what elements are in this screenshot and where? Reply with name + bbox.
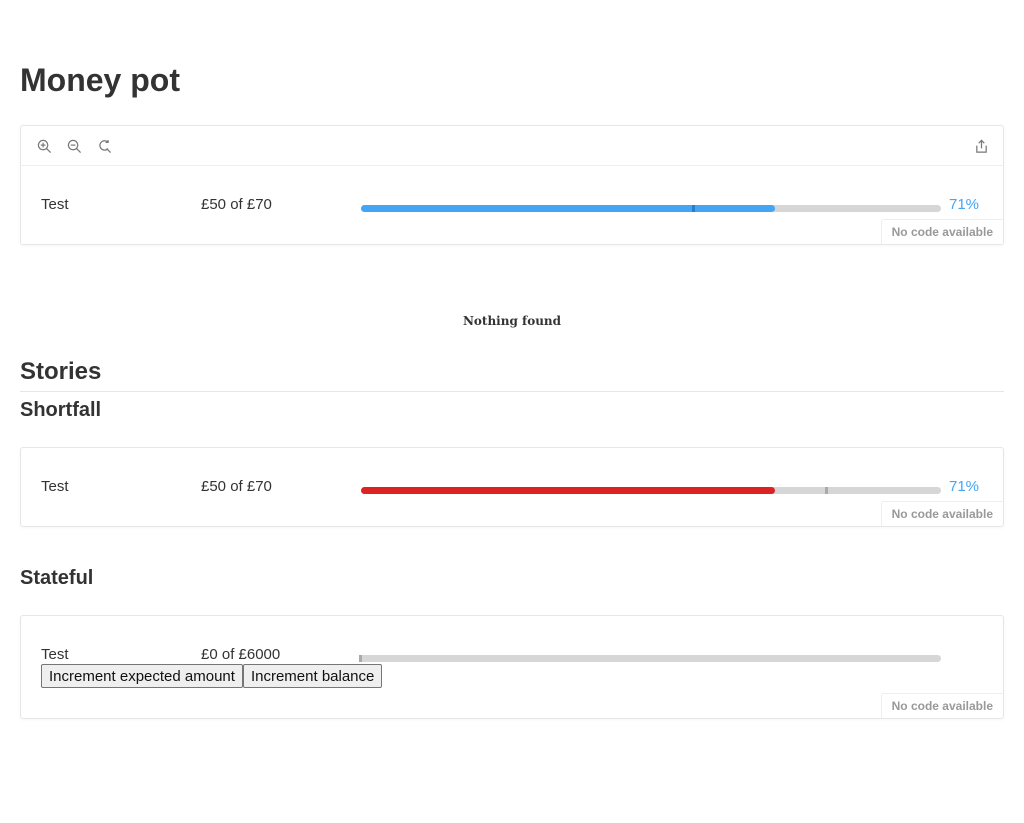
progress-fill	[361, 487, 776, 494]
pot-percent: 71%	[949, 196, 980, 213]
no-code-tag[interactable]: No code available	[880, 219, 1003, 244]
shortfall-heading: Shortfall	[20, 399, 102, 421]
progress-bar	[361, 205, 941, 212]
share-icon[interactable]	[973, 138, 989, 154]
zoom-out-icon[interactable]	[66, 138, 82, 154]
no-code-tag[interactable]: No code available	[880, 501, 1003, 526]
reset-zoom-icon[interactable]	[96, 138, 112, 154]
preview-toolbar	[21, 126, 1003, 166]
pot-label: Test	[41, 478, 69, 495]
preview-panel: Test £50 of £70 71% No code available	[20, 125, 1004, 245]
progress-bar	[361, 487, 941, 494]
progress-marker	[691, 205, 695, 212]
page-title: Money pot	[20, 62, 180, 98]
nothing-found-text: Nothing found	[462, 314, 562, 328]
pot-label: Test	[41, 646, 69, 663]
pot-amount: £50 of £70	[201, 196, 272, 213]
progress-fill	[361, 205, 776, 212]
pot-amount: £0 of £6000	[201, 646, 281, 663]
no-code-tag[interactable]: No code available	[880, 693, 1003, 718]
pot-label: Test	[41, 196, 69, 213]
stateful-heading: Stateful	[20, 567, 94, 589]
pot-amount: £50 of £70	[201, 478, 272, 495]
stateful-buttons: Increment expected amount Increment bala…	[41, 664, 383, 688]
increment-balance-button[interactable]: Increment balance	[242, 664, 383, 688]
progress-bar	[359, 655, 941, 662]
pot-percent: 71%	[949, 478, 980, 495]
progress-marker	[359, 655, 362, 662]
increment-expected-amount-button[interactable]: Increment expected amount	[41, 664, 243, 688]
zoom-in-icon[interactable]	[36, 138, 52, 154]
progress-marker	[825, 487, 828, 494]
stories-heading: Stories	[20, 358, 1004, 392]
stateful-panel: Test £0 of £6000 Increment expected amou…	[20, 615, 1004, 719]
shortfall-panel: Test £50 of £70 71% No code available	[20, 447, 1004, 527]
